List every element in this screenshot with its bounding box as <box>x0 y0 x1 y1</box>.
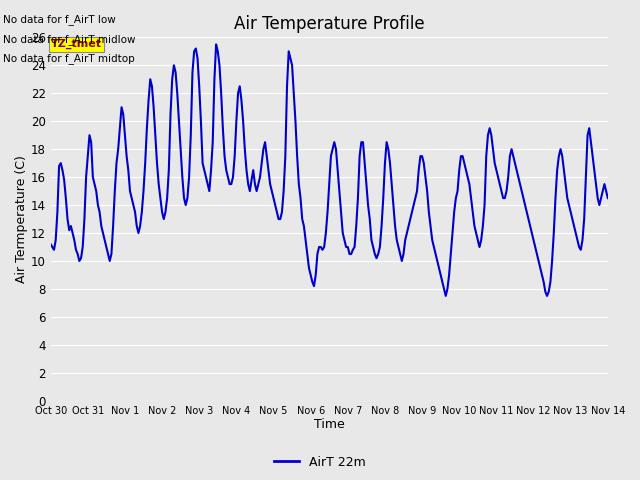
Title: Air Temperature Profile: Air Temperature Profile <box>234 15 424 33</box>
Text: No data for f_AirT low: No data for f_AirT low <box>3 14 116 25</box>
Text: No data for f_AirT midlow: No data for f_AirT midlow <box>3 34 136 45</box>
X-axis label: Time: Time <box>314 419 344 432</box>
Text: TZ_tmet: TZ_tmet <box>51 39 102 49</box>
Y-axis label: Air Termperature (C): Air Termperature (C) <box>15 155 28 283</box>
Legend: AirT 22m: AirT 22m <box>269 451 371 474</box>
Text: No data for f_AirT midtop: No data for f_AirT midtop <box>3 53 135 64</box>
